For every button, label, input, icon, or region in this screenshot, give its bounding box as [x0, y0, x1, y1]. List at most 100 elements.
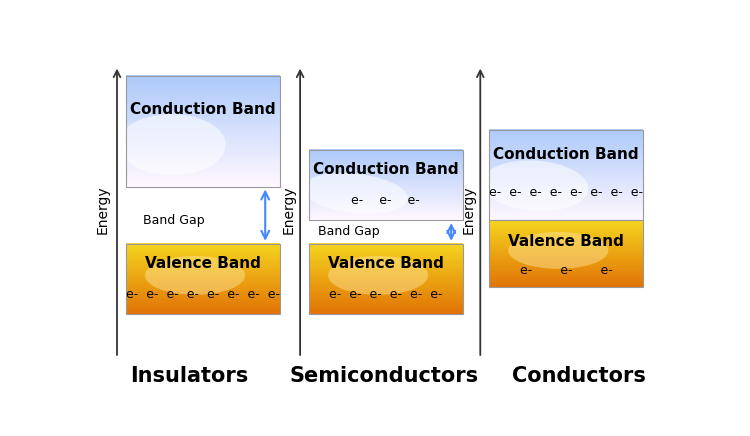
Bar [126, 99, 280, 101]
Bar [126, 103, 280, 105]
Bar [309, 170, 463, 172]
Bar [489, 198, 643, 200]
Bar [309, 201, 463, 203]
Bar [126, 253, 280, 254]
Bar [489, 217, 643, 219]
Bar [126, 290, 280, 291]
Bar [126, 129, 280, 131]
Bar [489, 167, 643, 169]
Bar [489, 219, 643, 221]
Bar [126, 244, 280, 314]
Bar [126, 269, 280, 270]
Bar [489, 268, 643, 270]
Bar [309, 192, 463, 194]
Bar [309, 197, 463, 198]
Bar [309, 181, 463, 182]
Bar [489, 246, 643, 248]
Bar [489, 182, 643, 184]
Bar [489, 185, 643, 187]
Bar [489, 163, 643, 165]
Bar [126, 118, 280, 120]
Ellipse shape [302, 173, 408, 214]
Bar [126, 270, 280, 272]
Bar [489, 270, 643, 271]
Bar [126, 297, 280, 298]
Bar [489, 131, 643, 133]
Bar [489, 261, 643, 262]
Bar [126, 167, 280, 169]
Bar [309, 160, 463, 161]
Bar [309, 193, 463, 194]
Bar [489, 265, 643, 266]
Bar [489, 129, 643, 131]
Bar [126, 75, 280, 77]
Bar [126, 280, 280, 282]
Text: Conduction Band: Conduction Band [130, 102, 275, 116]
Bar [309, 158, 463, 160]
Bar [489, 235, 643, 236]
Bar [126, 132, 280, 134]
Bar [126, 259, 280, 260]
Bar [126, 266, 280, 267]
Bar [489, 277, 643, 279]
Bar [309, 165, 463, 167]
Bar [126, 124, 280, 126]
Bar [309, 169, 463, 171]
Bar [489, 208, 643, 210]
Bar [309, 295, 463, 296]
Bar [126, 269, 280, 271]
Bar [309, 153, 463, 154]
Bar [489, 211, 643, 213]
Bar [126, 313, 280, 314]
Bar [309, 174, 463, 176]
Text: Valence Band: Valence Band [328, 256, 444, 271]
Bar [309, 307, 463, 308]
Bar [309, 218, 463, 219]
Bar [309, 255, 463, 257]
Bar [126, 128, 280, 130]
Bar [309, 157, 463, 159]
Bar [126, 153, 280, 155]
Bar [489, 152, 643, 153]
Bar [489, 213, 643, 215]
Bar [309, 290, 463, 291]
Bar [126, 171, 280, 173]
Bar [309, 297, 463, 298]
Text: Insulators: Insulators [130, 366, 249, 386]
Bar [489, 190, 643, 192]
Bar [309, 277, 463, 279]
Bar [309, 211, 463, 213]
Ellipse shape [145, 256, 245, 295]
Bar [489, 154, 643, 156]
Bar [126, 306, 280, 307]
Bar [126, 140, 280, 142]
Bar [126, 126, 280, 129]
Text: e-  e-  e-  e-  e-  e-  e-  e-: e- e- e- e- e- e- e- e- [489, 187, 643, 200]
Bar [489, 242, 643, 243]
Bar [126, 285, 280, 287]
Bar [126, 114, 280, 116]
Bar [309, 260, 463, 261]
Bar [126, 162, 280, 164]
Bar [489, 274, 643, 276]
Bar [309, 163, 463, 165]
Bar [489, 263, 643, 265]
Bar [126, 110, 280, 112]
Bar [126, 293, 280, 295]
Bar [126, 111, 280, 113]
Bar [489, 133, 643, 135]
Bar [489, 231, 643, 233]
Bar [489, 285, 643, 286]
Bar [489, 162, 643, 164]
Bar [126, 312, 280, 313]
Bar [309, 204, 463, 206]
Bar [489, 230, 643, 232]
Bar [309, 302, 463, 303]
Bar [309, 299, 463, 300]
Bar [126, 288, 280, 290]
Bar [489, 248, 643, 249]
Bar [489, 156, 643, 158]
Bar [309, 160, 463, 162]
Bar [309, 182, 463, 183]
Bar [126, 179, 280, 181]
